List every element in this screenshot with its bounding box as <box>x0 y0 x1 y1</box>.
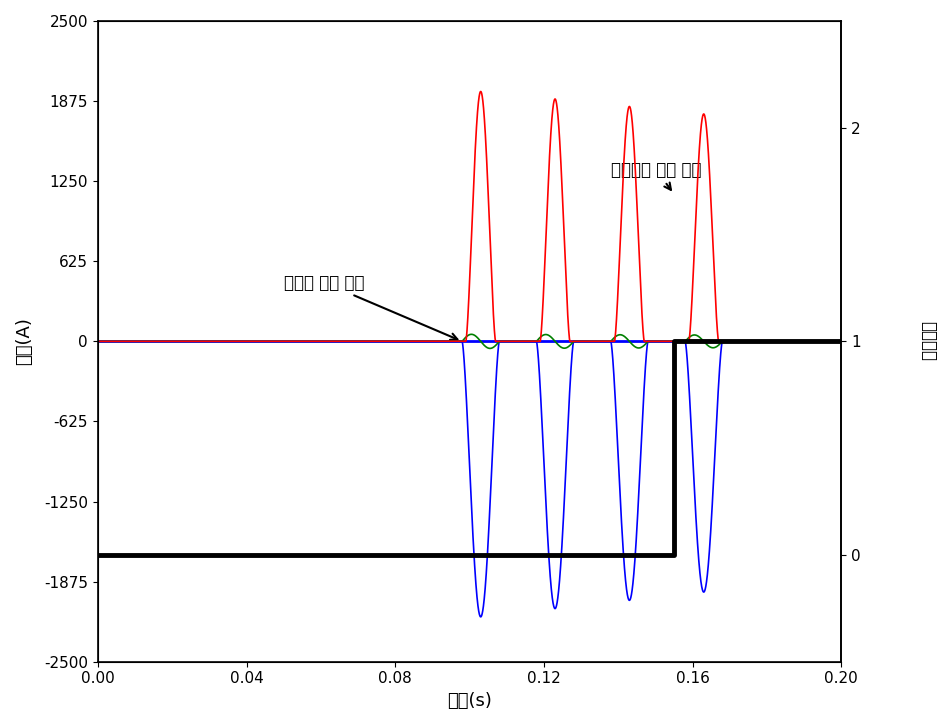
Text: 트립신호 발생 시점: 트립신호 발생 시점 <box>611 161 702 190</box>
Text: 변압기 가압 시점: 변압기 가압 시점 <box>284 273 457 340</box>
Y-axis label: 전류(A): 전류(A) <box>15 318 33 365</box>
Y-axis label: 트립신호: 트립신호 <box>919 321 937 361</box>
X-axis label: 시간(s): 시간(s) <box>447 692 492 710</box>
